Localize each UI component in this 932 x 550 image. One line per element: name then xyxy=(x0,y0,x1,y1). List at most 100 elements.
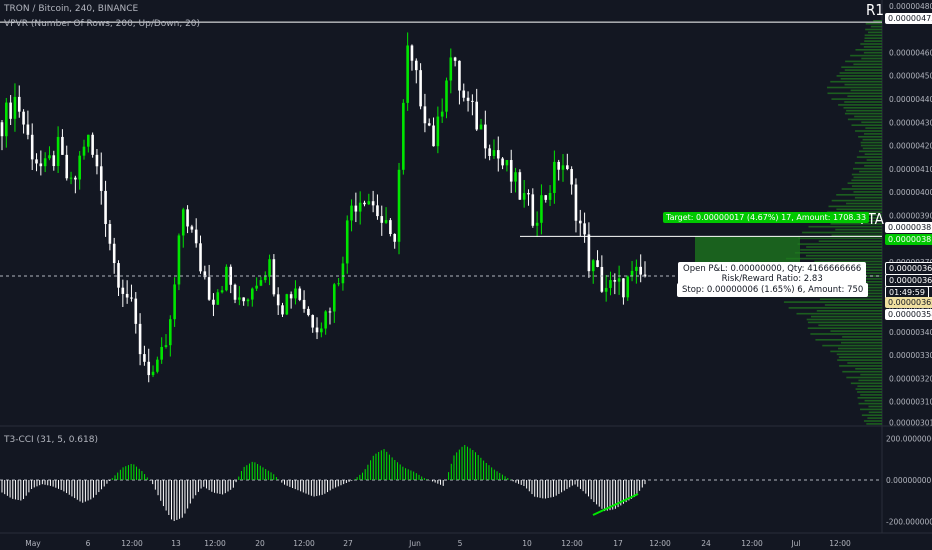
candle-body xyxy=(397,169,401,242)
volume-profile-bar xyxy=(864,34,882,37)
candle-body xyxy=(302,299,306,309)
time-tick-label: 12:00 xyxy=(293,539,315,548)
volume-profile-bar xyxy=(858,379,882,382)
candle-body xyxy=(406,45,409,103)
candle-body xyxy=(509,160,513,182)
candle-body xyxy=(604,287,608,292)
time-tick-label: 20 xyxy=(255,539,265,548)
symbol-title[interactable]: TRON / Bitcoin, 240, BINANCE xyxy=(4,4,139,14)
volume-profile-bar xyxy=(844,83,882,86)
volume-profile-bar xyxy=(810,315,882,318)
volume-profile-bar xyxy=(844,112,882,115)
candle-body xyxy=(246,299,250,302)
volume-profile-bar xyxy=(836,194,882,196)
candle-body xyxy=(440,111,444,117)
volume-profile-bar xyxy=(800,249,882,251)
candle-body xyxy=(13,96,17,119)
price-tick-label: 0.00000340 xyxy=(889,328,932,337)
price-tag-last: 0.00000362 xyxy=(885,297,932,308)
candle-body xyxy=(307,308,310,316)
oscillator-title[interactable]: T3-CCI (31, 5, 0.618) xyxy=(4,435,98,445)
time-tick-label: 27 xyxy=(343,539,353,548)
candle-body xyxy=(173,284,176,320)
volume-profile-bar xyxy=(816,310,882,312)
price-tick-label: 0.00000460 xyxy=(889,48,932,57)
candle-body xyxy=(78,155,81,180)
candle-body xyxy=(578,220,582,224)
volume-profile-bar xyxy=(839,72,882,74)
candle-body xyxy=(52,155,56,167)
candle-body xyxy=(337,283,340,285)
candle-body xyxy=(268,259,271,277)
candle-body xyxy=(87,134,90,147)
volume-profile-bar xyxy=(858,150,882,153)
divergence-line xyxy=(592,493,639,516)
candle-body xyxy=(561,165,565,170)
volume-profile-bar xyxy=(860,141,882,144)
candle-body xyxy=(30,134,34,160)
time-tick-label: Jun xyxy=(408,539,421,548)
price-tag-r1: 0.00000473 xyxy=(885,13,932,24)
candle-body xyxy=(479,124,483,130)
volume-profile-bar xyxy=(853,191,882,193)
candle-body xyxy=(151,371,155,376)
candle-body xyxy=(345,220,349,264)
volume-profile-bar xyxy=(860,43,882,45)
volume-profile-bar xyxy=(857,391,882,393)
volume-profile-bar xyxy=(830,330,882,332)
volume-profile-bar xyxy=(861,121,882,124)
candle-body xyxy=(99,166,103,191)
volume-profile-bar xyxy=(840,78,882,80)
volume-profile-bar xyxy=(854,162,882,164)
candle-body xyxy=(531,194,535,226)
volume-profile-bar xyxy=(818,324,882,327)
volume-profile-bar xyxy=(847,95,882,97)
volume-profile-bar xyxy=(805,254,882,257)
candle-body xyxy=(108,224,112,244)
indicator-title[interactable]: VPVR (Number Of Rows, 200, Up/Down, 20) xyxy=(4,19,201,29)
position-info: Open P&L: 0.00000000, Qty: 4166666666 Ri… xyxy=(678,262,867,286)
volume-profile-bar xyxy=(846,376,882,379)
volume-profile-bar xyxy=(859,170,882,173)
candle-body xyxy=(583,223,586,235)
volume-profile-bar xyxy=(835,228,882,231)
candle-body xyxy=(289,294,293,299)
candle-body xyxy=(613,280,617,282)
price-tick-label: 0.00000400 xyxy=(889,188,932,197)
candle-body xyxy=(492,150,496,156)
candle-body xyxy=(527,193,530,195)
candle-body xyxy=(134,298,138,324)
volume-profile-bar xyxy=(847,118,882,121)
candle-body xyxy=(311,315,315,328)
volume-profile-bar xyxy=(831,199,882,202)
volume-profile-bar xyxy=(870,25,882,28)
candle-body xyxy=(475,101,478,130)
volume-profile-bar xyxy=(807,327,882,329)
volume-profile-bar xyxy=(818,240,882,242)
price-tick-label: 0.00000390 xyxy=(889,211,932,220)
price-tick-label: 0.00000330 xyxy=(889,351,932,360)
candle-body xyxy=(259,280,263,286)
volume-profile-bar xyxy=(836,353,882,356)
volume-profile-bar xyxy=(853,63,882,66)
volume-profile-bar xyxy=(822,344,882,347)
candle-body xyxy=(436,116,440,147)
candle-body xyxy=(466,97,470,101)
candle-body xyxy=(384,220,388,223)
candle-body xyxy=(281,305,284,315)
candle-body xyxy=(419,70,422,107)
volume-profile-bar xyxy=(856,156,882,158)
candle-body xyxy=(630,270,634,277)
candle-body xyxy=(61,136,64,155)
candle-body xyxy=(354,205,358,212)
candle-body xyxy=(160,346,163,360)
volume-profile-bar xyxy=(851,173,882,176)
candle-body xyxy=(169,319,172,346)
volume-profile-bar xyxy=(865,127,882,129)
candle-body xyxy=(298,288,302,300)
candle-body xyxy=(376,205,379,217)
volume-profile-bar xyxy=(863,420,882,422)
time-tick-label: 12:00 xyxy=(121,539,143,548)
candle-body xyxy=(328,311,332,313)
risk-reward-label: Risk/Reward Ratio: 2.83 xyxy=(721,274,823,284)
